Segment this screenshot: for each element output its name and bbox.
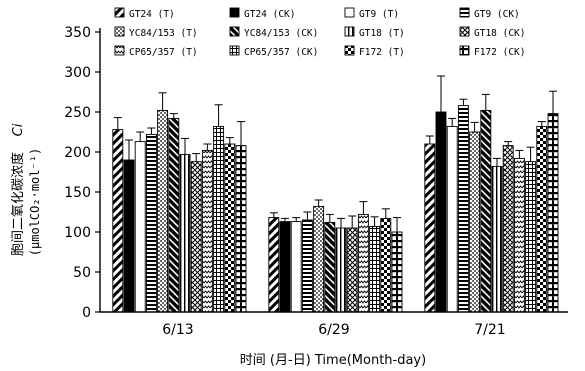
legend-label: GT18 (CK) <box>474 28 525 39</box>
bar <box>190 161 202 313</box>
x-axis-title: 时间 (月-日) Time(Month-day) <box>240 353 426 368</box>
bar <box>536 125 548 313</box>
bar <box>279 221 291 313</box>
legend-label: GT9 (CK) <box>474 9 520 20</box>
legend-item: GT24 (T) <box>114 7 175 20</box>
y-axis-label: 胞间二氧化碳浓度 Ci (μmolCO₂·mol⁻¹) <box>10 123 42 256</box>
legend-swatch <box>229 45 240 56</box>
bar <box>301 219 313 313</box>
legend-item: GT9 (T) <box>344 7 399 20</box>
y-tick-label: 100 <box>64 225 91 241</box>
bar <box>213 125 225 313</box>
y-axis-variable: Ci <box>11 123 26 136</box>
bar <box>157 109 169 313</box>
legend-swatch <box>229 26 240 37</box>
legend-label: GT18 (T) <box>359 28 405 39</box>
bar <box>224 143 236 313</box>
bar <box>357 213 369 313</box>
x-tick-label: 7/21 <box>474 322 505 338</box>
y-axis-title: 胞间二氧化碳浓度 <box>10 152 26 256</box>
legend-item: CP65/357 (T) <box>114 45 198 58</box>
legend-item: YC84/153 (T) <box>114 26 198 39</box>
bar <box>547 113 559 313</box>
legend-item: GT9 (CK) <box>459 7 520 20</box>
legend-swatch <box>459 45 470 56</box>
bar <box>513 157 525 313</box>
legend-item: GT24 (CK) <box>229 7 295 20</box>
y-axis: 0 50 100 150 200 250 300 350 <box>64 25 101 321</box>
legend-item: YC84/153 (CK) <box>229 26 318 39</box>
legend-label: GT24 (T) <box>129 9 175 20</box>
x-tick-label: 6/29 <box>318 322 349 338</box>
bar <box>469 131 481 313</box>
bar <box>525 161 537 313</box>
bar <box>457 105 469 313</box>
legend-swatch <box>344 7 355 18</box>
legend-swatch <box>114 26 125 37</box>
bar <box>201 149 213 313</box>
y-tick-label: 50 <box>73 265 91 281</box>
bar <box>480 109 492 313</box>
x-tick-label: 6/13 <box>162 322 193 338</box>
plot-area <box>112 75 559 313</box>
legend-item: GT18 (T) <box>344 26 405 39</box>
bar <box>424 143 436 313</box>
legend-item: CP65/357 (CK) <box>229 45 318 58</box>
bar <box>435 111 447 313</box>
bar <box>179 153 191 313</box>
legend-item: F172 (CK) <box>459 45 525 58</box>
bar <box>346 227 358 313</box>
bar <box>145 133 157 313</box>
bar <box>369 225 381 313</box>
legend-swatch <box>459 26 470 37</box>
y-tick-label: 0 <box>82 305 91 321</box>
legend-label: CP65/357 (CK) <box>244 47 318 58</box>
legend-label: CP65/357 (T) <box>129 47 198 58</box>
legend-swatch <box>344 45 355 56</box>
legend-item: GT18 (CK) <box>459 26 525 39</box>
legend-label: F172 (CK) <box>474 47 525 58</box>
bar-group <box>112 92 247 313</box>
legend-swatch <box>344 26 355 37</box>
bar <box>491 165 503 313</box>
legend-item: F172 (T) <box>344 45 405 58</box>
legend: GT24 (T) GT24 (CK) GT9 (T) GT9 (CK) YC84/153… <box>114 7 525 58</box>
bar <box>134 141 146 313</box>
legend-swatch <box>459 7 470 18</box>
bar <box>391 231 403 313</box>
y-tick-label: 250 <box>64 105 91 121</box>
legend-swatch <box>229 7 240 18</box>
bar-group <box>424 75 559 313</box>
bar <box>235 145 247 313</box>
bar <box>112 129 124 313</box>
bar <box>380 217 392 313</box>
legend-label: GT24 (CK) <box>244 9 295 20</box>
legend-label: YC84/153 (T) <box>129 28 198 39</box>
legend-label: GT9 (T) <box>359 9 399 20</box>
y-tick-label: 300 <box>64 65 91 81</box>
x-axis: 6/13 6/29 7/21 <box>100 311 568 338</box>
bar <box>268 217 280 313</box>
bar <box>313 205 325 313</box>
bar <box>168 117 180 313</box>
bar <box>324 221 336 313</box>
bar <box>335 227 347 313</box>
legend-label: YC84/153 (CK) <box>244 28 318 39</box>
y-axis-unit: (μmolCO₂·mol⁻¹) <box>28 148 42 256</box>
bar <box>123 159 135 313</box>
bar <box>446 125 458 313</box>
legend-swatch <box>114 7 125 18</box>
y-tick-label: 150 <box>64 185 91 201</box>
bar-group <box>268 199 403 313</box>
legend-swatch <box>114 45 125 56</box>
bar <box>290 221 302 313</box>
legend-label: F172 (T) <box>359 47 405 58</box>
bar <box>502 145 514 313</box>
y-tick-label: 200 <box>64 145 91 161</box>
y-tick-label: 350 <box>64 25 91 41</box>
